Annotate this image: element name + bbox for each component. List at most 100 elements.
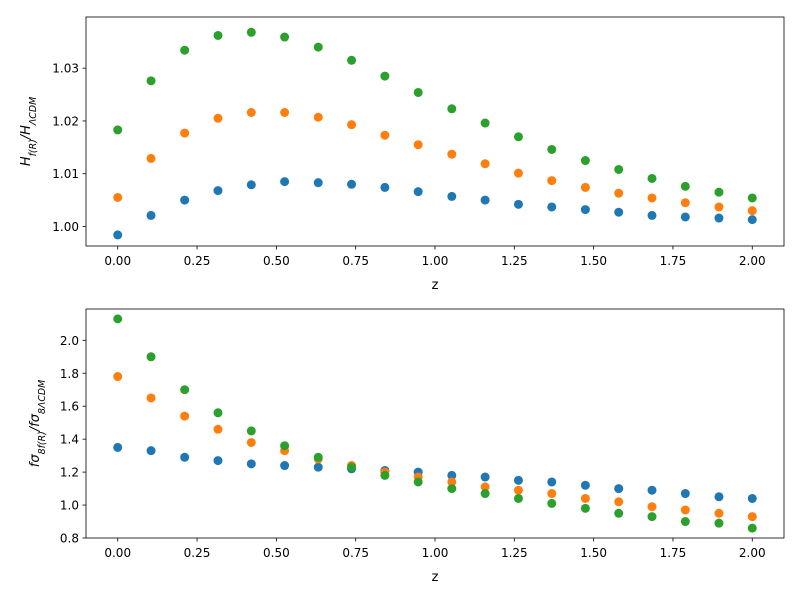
- data-point: [380, 182, 390, 192]
- data-point: [513, 493, 523, 503]
- data-point: [747, 206, 757, 216]
- data-point: [580, 480, 590, 490]
- data-point: [480, 118, 490, 128]
- data-point: [246, 108, 256, 117]
- data-point: [347, 462, 357, 472]
- data-point: [480, 159, 490, 169]
- x-tick-label: 0.75: [342, 254, 369, 268]
- data-point: [714, 202, 724, 212]
- x-tick-label: 0.25: [184, 546, 211, 560]
- data-point: [213, 186, 223, 196]
- y-tick-label: 1.00: [52, 220, 79, 234]
- x-tick-label: 1.50: [580, 254, 607, 268]
- data-point: [614, 508, 624, 518]
- data-point: [547, 489, 557, 499]
- data-point: [680, 212, 690, 222]
- y-tick-label: 0.8: [60, 532, 79, 546]
- data-point: [113, 372, 123, 382]
- data-point: [213, 456, 223, 466]
- data-point: [180, 128, 190, 138]
- data-point: [513, 168, 523, 178]
- data-point: [714, 508, 724, 518]
- data-point: [213, 113, 223, 123]
- data-point: [447, 149, 457, 159]
- series-orange: [113, 108, 757, 216]
- y-tick-label: 1.02: [52, 114, 79, 128]
- data-point: [146, 153, 156, 163]
- data-point: [313, 178, 323, 188]
- x-tick-label: 1.25: [501, 546, 528, 560]
- data-point: [180, 452, 190, 462]
- data-point: [447, 477, 457, 487]
- x-tick-label: 1.25: [501, 254, 528, 268]
- data-point: [714, 187, 724, 197]
- data-point: [213, 30, 223, 40]
- data-point: [113, 125, 123, 135]
- data-point: [647, 512, 657, 522]
- top-panel-h-ratio: 0.00 0.25 0.50 0.75 1.00 1.25 1.50 1.75 2.00 1.00…: [19, 16, 785, 293]
- data-point: [680, 517, 690, 527]
- data-point: [180, 45, 190, 55]
- series-orange: [113, 372, 757, 522]
- data-point: [513, 485, 523, 495]
- x-tick-label: 1.50: [580, 546, 607, 560]
- x-tick-label: 1.00: [422, 546, 449, 560]
- data-point: [580, 205, 590, 215]
- series-blue: [113, 177, 757, 240]
- data-point: [313, 42, 323, 52]
- data-point: [146, 393, 156, 403]
- data-point: [146, 76, 156, 86]
- data-point: [246, 27, 256, 37]
- data-point: [580, 156, 590, 166]
- data-point: [180, 411, 190, 421]
- data-point: [580, 182, 590, 192]
- data-point: [547, 176, 557, 186]
- data-point: [246, 426, 256, 436]
- data-point: [146, 352, 156, 362]
- data-point: [246, 180, 256, 190]
- data-point: [680, 489, 690, 499]
- data-point: [547, 498, 557, 508]
- data-point: [513, 199, 523, 209]
- x-tick-label: 1.75: [660, 546, 687, 560]
- data-point: [747, 193, 757, 203]
- data-point: [280, 441, 290, 451]
- x-tick-label: 0.25: [184, 254, 211, 268]
- y-tick-label: 2.0: [60, 334, 79, 348]
- data-point: [313, 462, 323, 472]
- data-point: [747, 215, 757, 225]
- data-point: [480, 195, 490, 205]
- data-point: [246, 437, 256, 447]
- data-point: [547, 477, 557, 487]
- data-point: [246, 459, 256, 469]
- data-point: [714, 213, 724, 223]
- x-tick-label: 1.00: [422, 254, 449, 268]
- series-green: [113, 27, 757, 203]
- data-point: [747, 493, 757, 503]
- data-point: [647, 173, 657, 183]
- x-tick-label: 0.50: [263, 546, 290, 560]
- data-point: [513, 132, 523, 142]
- data-point: [113, 192, 123, 202]
- y-tick-label: 1.03: [52, 62, 79, 76]
- data-point: [180, 385, 190, 395]
- data-point: [580, 503, 590, 513]
- data-point: [180, 195, 190, 205]
- x-axis-label: z: [432, 278, 439, 293]
- data-point: [413, 87, 423, 97]
- data-point: [747, 512, 757, 522]
- data-point: [380, 470, 390, 480]
- data-point: [447, 104, 457, 114]
- data-point: [280, 108, 290, 117]
- data-point: [347, 179, 357, 189]
- y-axis-label: Hf(R)/HΛCDM: [19, 97, 39, 166]
- x-tick-label: 0.00: [104, 546, 131, 560]
- data-point: [480, 482, 490, 492]
- data-point: [146, 210, 156, 220]
- data-point: [647, 193, 657, 203]
- data-point: [547, 202, 557, 212]
- data-point: [614, 207, 624, 217]
- data-point: [513, 475, 523, 485]
